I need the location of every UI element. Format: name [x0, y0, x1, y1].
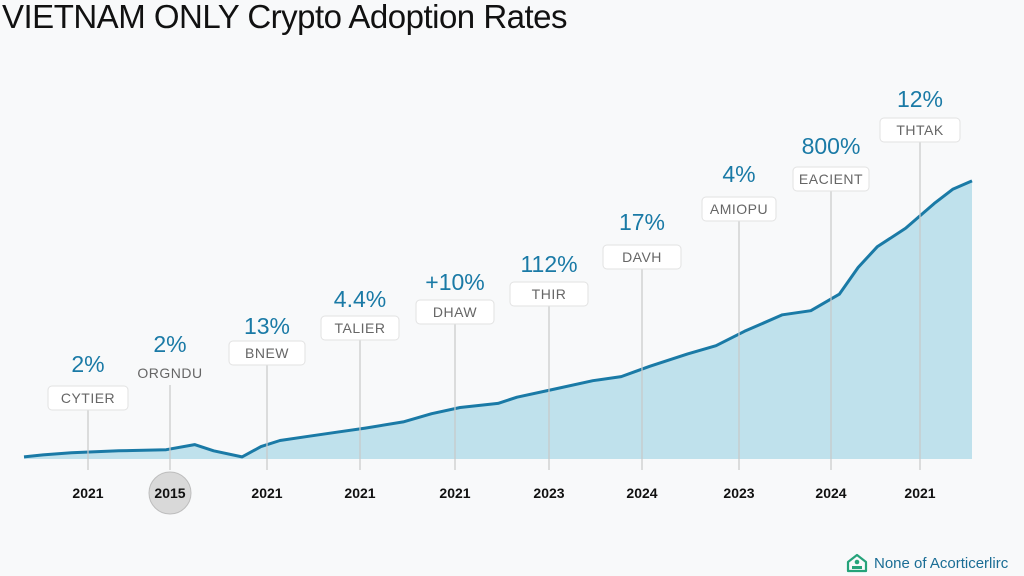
annotation-value: 12%	[897, 86, 943, 112]
footer-text: None of Acorticerlirc	[874, 554, 1009, 572]
annotation-value: 13%	[244, 313, 290, 339]
x-tick-label: 2021	[904, 485, 935, 501]
x-tick-label: 2023	[533, 485, 564, 501]
annotation-value: 4.4%	[334, 286, 386, 312]
chart-title: VIETNAM ONLY Crypto Adoption Rates	[2, 0, 568, 35]
annotation-label-box	[602, 244, 682, 270]
annotation-label: THIR	[532, 286, 567, 302]
annotation-label: DAVH	[622, 249, 662, 265]
x-tick-label: 2024	[815, 485, 846, 501]
annotation-label-box	[701, 196, 777, 222]
annotation-label: BNEW	[245, 345, 289, 361]
annotation-label: DHAW	[433, 304, 478, 320]
annotation-label-box	[879, 117, 961, 143]
x-tick-label: 2023	[723, 485, 754, 501]
annotation-value: 2%	[153, 331, 186, 357]
annotation-label-box	[228, 340, 306, 366]
annotation-label-box	[47, 385, 129, 411]
x-tick-label: 2024	[626, 485, 657, 501]
area-fill	[24, 180, 972, 459]
x-tick-label: 2021	[344, 485, 375, 501]
annotation-label: AMIOPU	[710, 201, 768, 217]
house-icon	[846, 553, 868, 573]
tick-highlight-circle[interactable]	[148, 471, 192, 515]
annotation-label: CYTIER	[61, 390, 115, 406]
annotation-label-box	[320, 315, 400, 341]
annotation-label-box	[792, 166, 870, 192]
annotation-label: THTAK	[896, 122, 944, 138]
annotation-label: EACIENT	[799, 171, 863, 187]
annotation-value: 17%	[619, 209, 665, 235]
x-tick-label: 2015	[154, 485, 185, 501]
annotation-value: +10%	[425, 269, 484, 295]
x-tick-label: 2021	[439, 485, 470, 501]
annotation-value: 800%	[802, 133, 861, 159]
footer: None of Acorticerlirc	[846, 553, 1008, 573]
annotation-label-box	[509, 281, 589, 307]
annotation-label-box	[415, 299, 495, 325]
annotation-value: 2%	[71, 351, 104, 377]
annotation-label: TALIER	[335, 320, 386, 336]
x-tick-label: 2021	[251, 485, 282, 501]
series-line	[23, 179, 973, 459]
annotation-label: ORGNDU	[137, 365, 202, 381]
annotation-value: 4%	[722, 161, 755, 187]
annotation-value: 112%	[520, 251, 577, 277]
x-tick-label: 2021	[72, 485, 103, 501]
